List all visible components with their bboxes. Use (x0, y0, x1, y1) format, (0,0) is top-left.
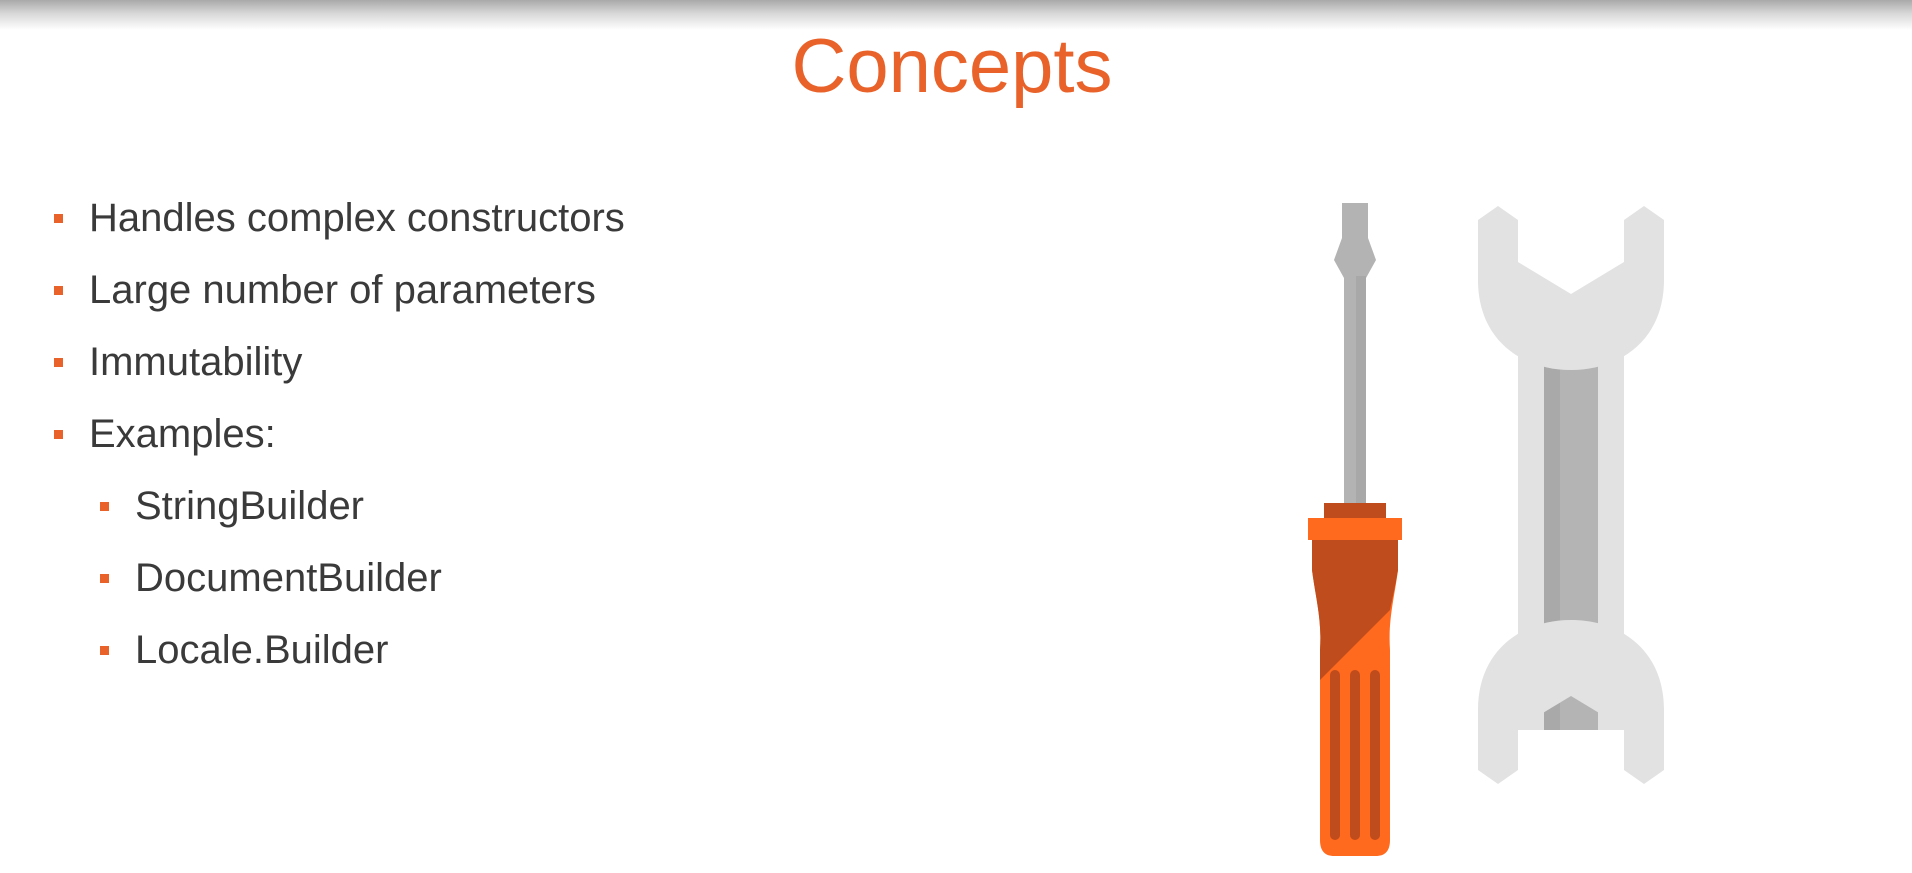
sub-bullet-item: StringBuilder (100, 481, 364, 531)
bullet-item: Immutability (54, 337, 302, 387)
sub-bullet-item: Locale.Builder (100, 625, 389, 675)
bullet-marker (100, 501, 109, 511)
top-shadow (0, 0, 1912, 30)
wrench-icon (1478, 206, 1664, 784)
sub-bullet-text: StringBuilder (135, 484, 365, 528)
bullet-text: Handles complex constructors (89, 196, 625, 240)
bullet-text: Immutability (89, 340, 303, 384)
bullet-marker (54, 429, 63, 439)
bullet-marker (54, 285, 63, 295)
bullet-text: Examples: (89, 412, 276, 456)
sub-bullet-item: DocumentBuilder (100, 553, 442, 603)
bullet-item: Handles complex constructors (54, 193, 625, 243)
bullet-marker (100, 573, 109, 583)
bullet-marker (54, 357, 63, 367)
bullet-item: Examples: (54, 409, 276, 459)
bullet-list: Handles complex constructors Large numbe… (0, 0, 900, 873)
bullet-marker (54, 213, 63, 223)
page-title: Concepts (791, 24, 1113, 109)
bullet-text: Large number of parameters (89, 268, 596, 312)
bullet-item: Large number of parameters (54, 265, 596, 315)
tools-svg (1308, 203, 1664, 856)
tools-illustration (1290, 190, 1690, 860)
bullet-marker (100, 645, 109, 655)
screwdriver-icon (1308, 203, 1402, 856)
sub-bullet-text: Locale.Builder (135, 628, 389, 672)
sub-bullet-text: DocumentBuilder (135, 556, 442, 600)
